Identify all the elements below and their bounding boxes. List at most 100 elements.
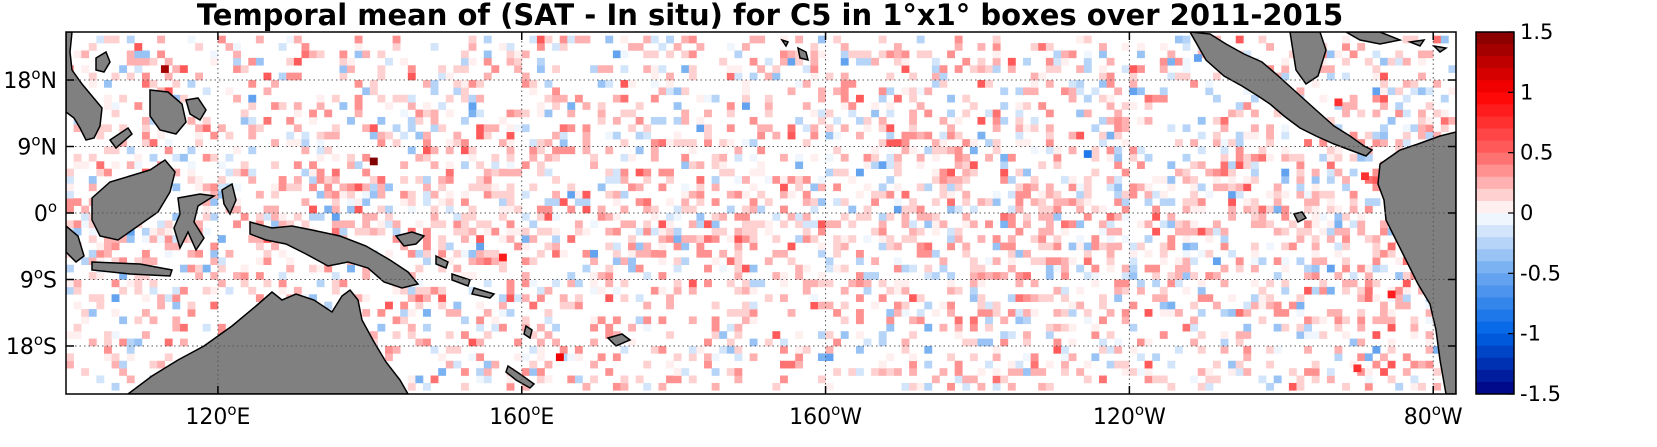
data-cell	[498, 168, 507, 177]
data-cell	[696, 190, 705, 199]
data-cell	[1372, 72, 1381, 81]
data-cell	[438, 102, 447, 110]
data-cell	[445, 109, 454, 118]
data-cell	[1190, 139, 1199, 147]
data-cell	[886, 109, 895, 118]
data-cell	[1190, 183, 1199, 192]
data-cell	[278, 72, 287, 81]
data-cell	[1129, 272, 1138, 280]
data-cell	[574, 353, 583, 362]
data-cell	[1015, 294, 1024, 302]
data-cell	[802, 124, 811, 133]
data-cell	[939, 257, 948, 266]
data-cell	[673, 368, 682, 376]
data-cell	[962, 190, 971, 199]
data-cell	[840, 331, 849, 339]
data-cell	[916, 242, 925, 251]
data-cell	[1425, 331, 1434, 339]
data-cell	[1023, 316, 1031, 325]
data-cell	[103, 353, 112, 362]
data-cell	[742, 176, 750, 184]
data-cell	[202, 198, 211, 206]
data-cell	[1372, 50, 1381, 59]
data-cell	[468, 102, 477, 110]
data-cell	[1258, 316, 1267, 325]
data-cell	[1326, 153, 1335, 162]
data-cell	[1015, 102, 1024, 110]
data-cell	[931, 272, 940, 280]
data-cell	[460, 382, 469, 391]
data-cell	[1212, 272, 1221, 280]
data-cell	[1387, 360, 1396, 369]
data-cell	[460, 94, 469, 103]
data-cell	[347, 65, 355, 73]
data-cell	[1091, 264, 1100, 273]
land-australia	[126, 288, 409, 394]
data-cell	[764, 176, 773, 184]
data-cell	[1076, 205, 1085, 214]
data-cell	[1364, 264, 1373, 273]
data-cell	[362, 220, 371, 229]
data-cell	[1000, 176, 1009, 184]
data-cell	[544, 331, 553, 339]
data-cell	[1296, 301, 1305, 310]
data-cell	[506, 43, 515, 51]
data-cell	[514, 57, 523, 66]
data-cell	[536, 139, 545, 147]
data-cell	[331, 153, 340, 162]
colorbar-segment	[1476, 225, 1514, 238]
data-cell	[552, 198, 561, 206]
data-cell	[476, 249, 485, 258]
data-cell	[293, 109, 302, 118]
data-cell	[552, 43, 561, 51]
data-cell	[453, 360, 462, 369]
data-cell	[498, 205, 507, 214]
data-cell	[992, 50, 1001, 59]
data-cell	[309, 168, 317, 177]
data-cell	[377, 72, 386, 81]
data-cell	[855, 257, 864, 266]
data-cell	[954, 161, 963, 169]
data-cell	[992, 139, 1001, 147]
data-cell	[111, 382, 120, 391]
data-cell	[506, 227, 515, 236]
data-cell	[1144, 249, 1153, 258]
data-cell	[1387, 375, 1396, 384]
data-cell	[1007, 242, 1016, 251]
data-cell	[468, 257, 477, 266]
data-cell	[430, 161, 439, 169]
data-cell	[1023, 220, 1031, 229]
data-cell	[1296, 183, 1305, 192]
data-cell	[1159, 65, 1168, 73]
data-cell	[567, 205, 576, 214]
data-cell	[126, 235, 135, 243]
data-cell	[1235, 190, 1244, 199]
data-cell	[445, 198, 454, 206]
data-cell	[1091, 235, 1100, 243]
data-cell	[992, 190, 1001, 199]
data-cell	[498, 309, 507, 317]
data-cell	[255, 294, 264, 302]
data-cell	[901, 338, 910, 347]
data-cell	[795, 220, 804, 229]
data-cell	[514, 242, 523, 251]
data-cell	[1349, 190, 1358, 199]
data-cell	[1136, 146, 1145, 155]
data-cell	[1281, 57, 1290, 66]
data-cell	[324, 205, 333, 214]
data-cell	[1220, 183, 1229, 192]
colorbar-segment	[1476, 80, 1514, 93]
data-cell	[916, 35, 925, 44]
data-cell	[886, 153, 895, 162]
data-cell	[195, 176, 204, 184]
data-cell	[878, 190, 887, 199]
data-cell	[719, 161, 728, 169]
data-cell	[141, 257, 150, 266]
data-cell	[1334, 353, 1343, 362]
data-cell	[1114, 360, 1123, 369]
data-cell	[286, 131, 295, 140]
data-cell	[544, 139, 553, 147]
data-cell	[1030, 80, 1039, 88]
data-cell	[552, 249, 561, 258]
x-tick-label: 160oW	[789, 401, 862, 430]
